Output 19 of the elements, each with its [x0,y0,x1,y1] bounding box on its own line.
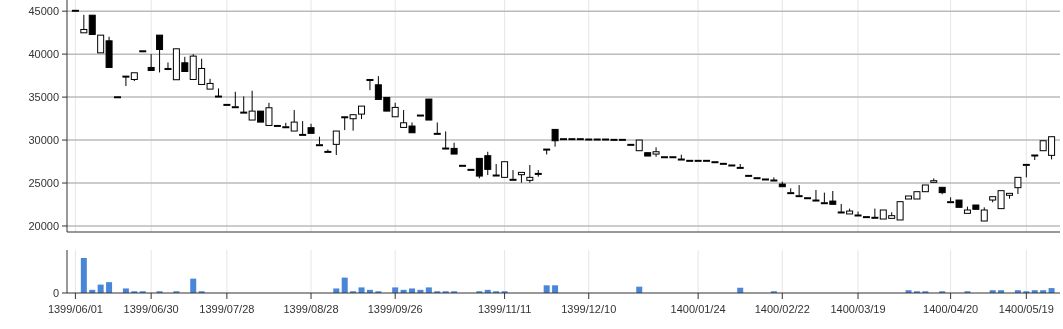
x-tick-label: 1399/11/11 [477,303,532,315]
x-tick-label: 1399/12/10 [561,303,617,315]
x-tick-label: 1399/08/28 [283,303,339,315]
x-tick-label: 1400/04/20 [923,303,979,315]
x-tick-label: 1400/02/22 [754,303,810,315]
y-tick-label: 45000 [28,5,59,18]
y-tick-label: 20000 [28,219,59,232]
x-tick-label: 1400/01/24 [670,303,726,315]
y-tick-label: 25000 [28,176,59,189]
text: 0 [52,286,59,299]
x-tick-label: 1399/07/28 [199,303,255,315]
x-tick-label: 1399/06/30 [123,303,179,315]
y-tick-label: 40000 [28,47,59,60]
x-tick-label: 1399/09/26 [367,303,423,315]
x-tick-label: 1400/05/19 [998,303,1054,315]
x-tick-label: 1399/06/01 [47,303,103,315]
y-tick-label: 30000 [28,133,59,146]
x-tick-label: 1400/03/19 [830,303,886,315]
y-tick-label: 35000 [28,90,59,103]
